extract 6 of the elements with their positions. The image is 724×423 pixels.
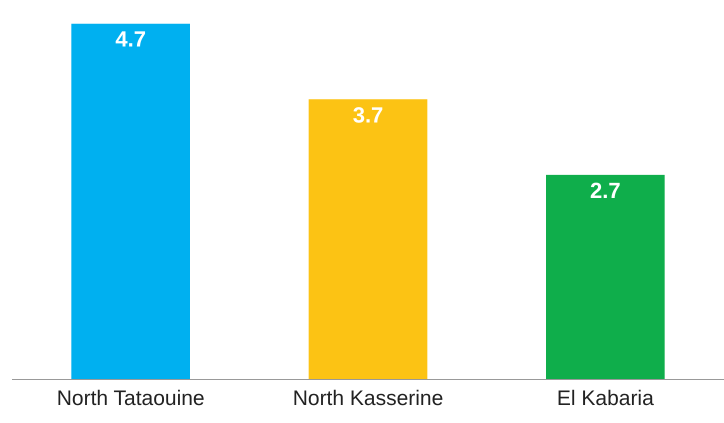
data-label: 4.7 xyxy=(115,26,146,52)
data-label: 3.7 xyxy=(352,102,384,128)
data-label: 2.7 xyxy=(590,178,621,203)
x-tick-label: El Kabaria xyxy=(556,387,654,410)
x-tick-label: North Kasserine xyxy=(292,387,444,410)
x-tick-label: North Tataouine xyxy=(56,387,205,410)
